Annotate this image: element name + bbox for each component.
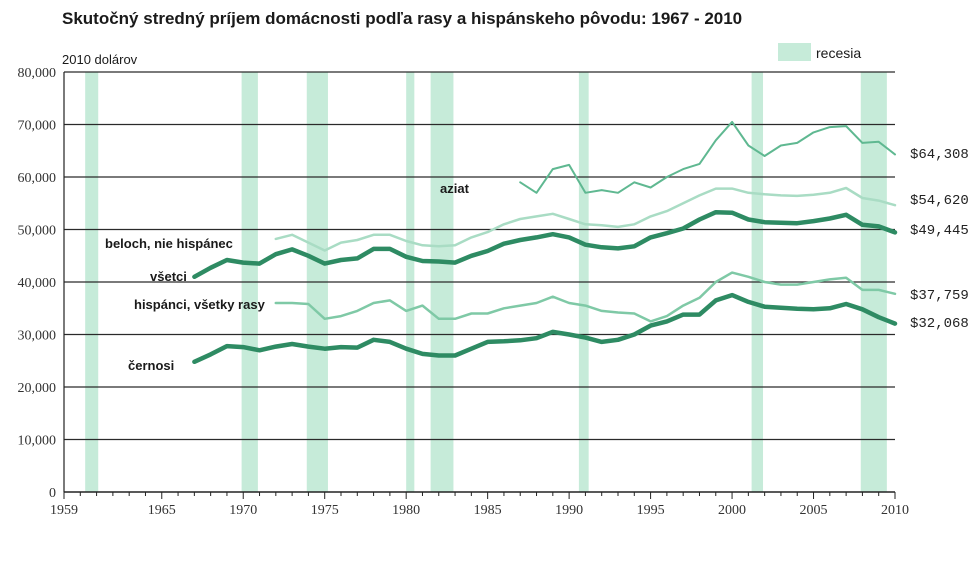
- y-tick-label: 70,000: [18, 119, 57, 134]
- y-tick-label: 80,000: [18, 66, 57, 81]
- tick-labels: 0 10,000 20,000 30,000 40,000 50,000 60,000 70,…: [18, 66, 910, 518]
- y-tick-label: 50,000: [18, 224, 57, 239]
- x-tick-label: 1990: [555, 503, 583, 518]
- recession-legend-swatch: [778, 43, 811, 61]
- y-tick-label: 40,000: [18, 276, 57, 291]
- series-labels: $64,308 aziat $54,620 beloch, nie hispánec $…: [105, 147, 969, 373]
- axes: [63, 72, 896, 499]
- series-label-aziat: aziat: [440, 181, 470, 196]
- end-value-label-beloch-nie-hispanec: $54,620: [910, 193, 969, 209]
- series-line-vsetci: [192, 209, 898, 280]
- series-label-beloch-nie-hispanec: beloch, nie hispánec: [105, 236, 233, 251]
- end-value-label-cernosi: $32,068: [910, 316, 969, 332]
- x-tick-label: 2005: [800, 503, 828, 518]
- recession-legend: recesia: [778, 43, 861, 61]
- x-tick-label: 2010: [881, 503, 909, 518]
- x-tick-label: 1985: [474, 503, 502, 518]
- y-tick-label: 20,000: [18, 381, 57, 396]
- x-tick-label: 2000: [718, 503, 746, 518]
- y-tick-label: 30,000: [18, 329, 57, 344]
- y-tick-label: 10,000: [18, 434, 57, 449]
- end-value-label-aziat: $64,308: [910, 147, 969, 163]
- x-tick-label: 1975: [311, 503, 339, 518]
- x-tick-label: 1965: [148, 503, 176, 518]
- y-axis-unit-label: 2010 dolárov: [62, 52, 138, 67]
- x-tick-label: 1980: [392, 503, 420, 518]
- x-tick-label: 1970: [229, 503, 257, 518]
- x-tick-label: 1995: [637, 503, 665, 518]
- y-tick-label: 0: [49, 486, 56, 501]
- recession-legend-label: recesia: [816, 45, 861, 61]
- series-label-hispanci-vsetky-rasy: hispánci, všetky rasy: [134, 297, 266, 312]
- series-label-vsetci: všetci: [150, 269, 187, 284]
- series-lines: [192, 120, 898, 365]
- series-line-aziat: [519, 120, 896, 194]
- grid-lines: [64, 71, 895, 441]
- end-value-label-vsetci: $49,445: [910, 223, 969, 239]
- series-line-hispanci-vsetky-rasy: [274, 271, 897, 323]
- y-tick-label: 60,000: [18, 171, 57, 186]
- end-value-label-hispanci-vsetky-rasy: $37,759: [910, 288, 969, 304]
- x-tick-label: 1959: [50, 503, 78, 518]
- chart-title: Skutočný stredný príjem domácnosti podľa…: [62, 9, 742, 28]
- series-line-beloch-nie-hispanec: [274, 186, 897, 252]
- series-line-cernosi: [192, 292, 898, 365]
- series-label-cernosi: černosi: [128, 358, 174, 373]
